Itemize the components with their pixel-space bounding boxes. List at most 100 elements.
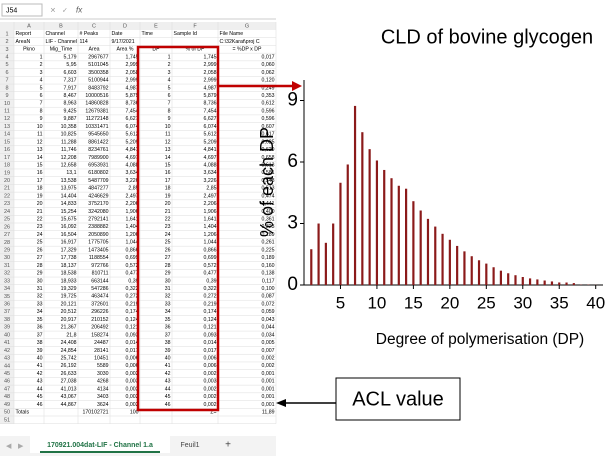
tab-label[interactable]: 170921.004dat-LIF - Channel 1.a — [47, 442, 153, 449]
cell: 0,596 — [262, 108, 275, 114]
tab-label[interactable]: Feuil1 — [180, 442, 199, 449]
cell: 2,497 — [204, 193, 217, 199]
bar — [565, 282, 568, 285]
cell: 2,999 — [126, 62, 139, 68]
name-box[interactable] — [1, 3, 43, 17]
row-header: 28 — [4, 240, 10, 246]
cell: 9 — [168, 116, 171, 122]
cell: 39 — [37, 348, 43, 354]
cell: 1,206 — [126, 232, 139, 238]
cell: 29 — [165, 271, 171, 277]
cell: 2,058 — [204, 70, 217, 76]
cell: Σ= — [210, 410, 216, 416]
bar — [412, 201, 415, 285]
row-header: 8 — [5, 85, 8, 91]
cell: 0,002 — [204, 386, 217, 392]
cell: 21 — [165, 209, 171, 215]
cell: DP — [152, 47, 160, 53]
row-header: 13 — [4, 124, 10, 130]
row-header: 14 — [4, 132, 10, 138]
row-header: 26 — [4, 224, 10, 230]
cell: 4847277 — [88, 186, 108, 192]
cell: 32 — [165, 294, 171, 300]
cell: 18,137 — [61, 263, 77, 269]
cell: 10331471 — [85, 124, 108, 130]
bar — [361, 132, 364, 285]
tab-next[interactable]: ▶ — [18, 443, 24, 450]
cell: 0,001 — [262, 402, 275, 408]
cell: 0,003 — [204, 379, 217, 385]
cell: 3403 — [97, 394, 109, 400]
cell: 2792141 — [88, 217, 108, 223]
cell: Time — [142, 31, 153, 37]
cell: 6,603 — [64, 70, 77, 76]
row-header: 22 — [4, 193, 10, 199]
cell: 114 — [80, 39, 88, 45]
cell: 26 — [165, 247, 171, 253]
cell: 5,879 — [204, 93, 217, 99]
add-tab[interactable]: + — [225, 440, 231, 451]
cell: # Peaks — [80, 31, 99, 37]
cell: 1,044 — [204, 240, 217, 246]
cell: = %DP x DP — [233, 47, 262, 53]
bar — [470, 256, 473, 285]
row-header: 40 — [4, 332, 10, 338]
cell: 0,596 — [262, 116, 275, 122]
cell: 972766 — [91, 263, 108, 269]
confirm-icon[interactable]: ✓ — [62, 7, 68, 14]
row-header: 5 — [5, 62, 8, 68]
cell: LIF - Channel — [46, 39, 77, 45]
cell: 43,067 — [61, 394, 77, 400]
cell: 12679381 — [85, 108, 108, 114]
cell: 29 — [37, 271, 43, 277]
cell: 16,917 — [61, 240, 77, 246]
cell: 46 — [37, 402, 43, 408]
cell: 28 — [165, 263, 171, 269]
cell: 3,226 — [126, 178, 139, 184]
cell: Pkno — [23, 47, 35, 53]
cell: 42 — [37, 371, 43, 377]
cell: 28141 — [94, 348, 109, 354]
active-tab[interactable] — [30, 436, 170, 453]
bar — [339, 182, 342, 285]
cell: 2 — [168, 62, 171, 68]
cell: 6,074 — [126, 124, 139, 130]
bar — [521, 277, 524, 285]
cell: 26,192 — [61, 363, 77, 369]
cell: 33 — [165, 301, 171, 307]
row-header: 17 — [4, 155, 10, 161]
cell: 4,697 — [204, 155, 217, 161]
cell: 1,906 — [204, 209, 217, 215]
bar — [324, 242, 327, 285]
cell: Area — [89, 47, 100, 53]
cell: 8,467 — [64, 93, 77, 99]
cell: 0,100 — [262, 286, 275, 292]
bar — [448, 239, 451, 285]
cell: 28 — [37, 263, 43, 269]
row-header: 23 — [4, 201, 10, 207]
bar — [332, 223, 335, 285]
row-header: 42 — [4, 348, 10, 354]
cell: 0,625 — [262, 139, 275, 145]
cell: 15 — [37, 162, 43, 168]
bar — [426, 218, 430, 285]
cell: Sample Id — [174, 31, 197, 37]
cancel-icon[interactable]: ✕ — [50, 7, 56, 14]
cell: AreaN — [16, 39, 31, 45]
cell: 0,087 — [262, 294, 275, 300]
cell: 46 — [165, 402, 171, 408]
cell: 27 — [165, 255, 171, 261]
tab-prev[interactable]: ◀ — [6, 443, 12, 450]
row-header: 51 — [4, 417, 10, 423]
cell: 0,322 — [204, 286, 217, 292]
cell: 4,088 — [126, 162, 139, 168]
cell: 0,272 — [126, 294, 139, 300]
chart: CLD of bovine glycogen % of each DP Degr… — [257, 26, 605, 348]
cell: 0,002 — [204, 394, 217, 400]
cell: 5,879 — [126, 93, 139, 99]
row-header: 11 — [4, 109, 10, 115]
row-header: 7 — [5, 78, 8, 84]
cell: 0,272 — [204, 294, 217, 300]
cell: 4 — [40, 78, 43, 84]
bar — [390, 178, 393, 285]
